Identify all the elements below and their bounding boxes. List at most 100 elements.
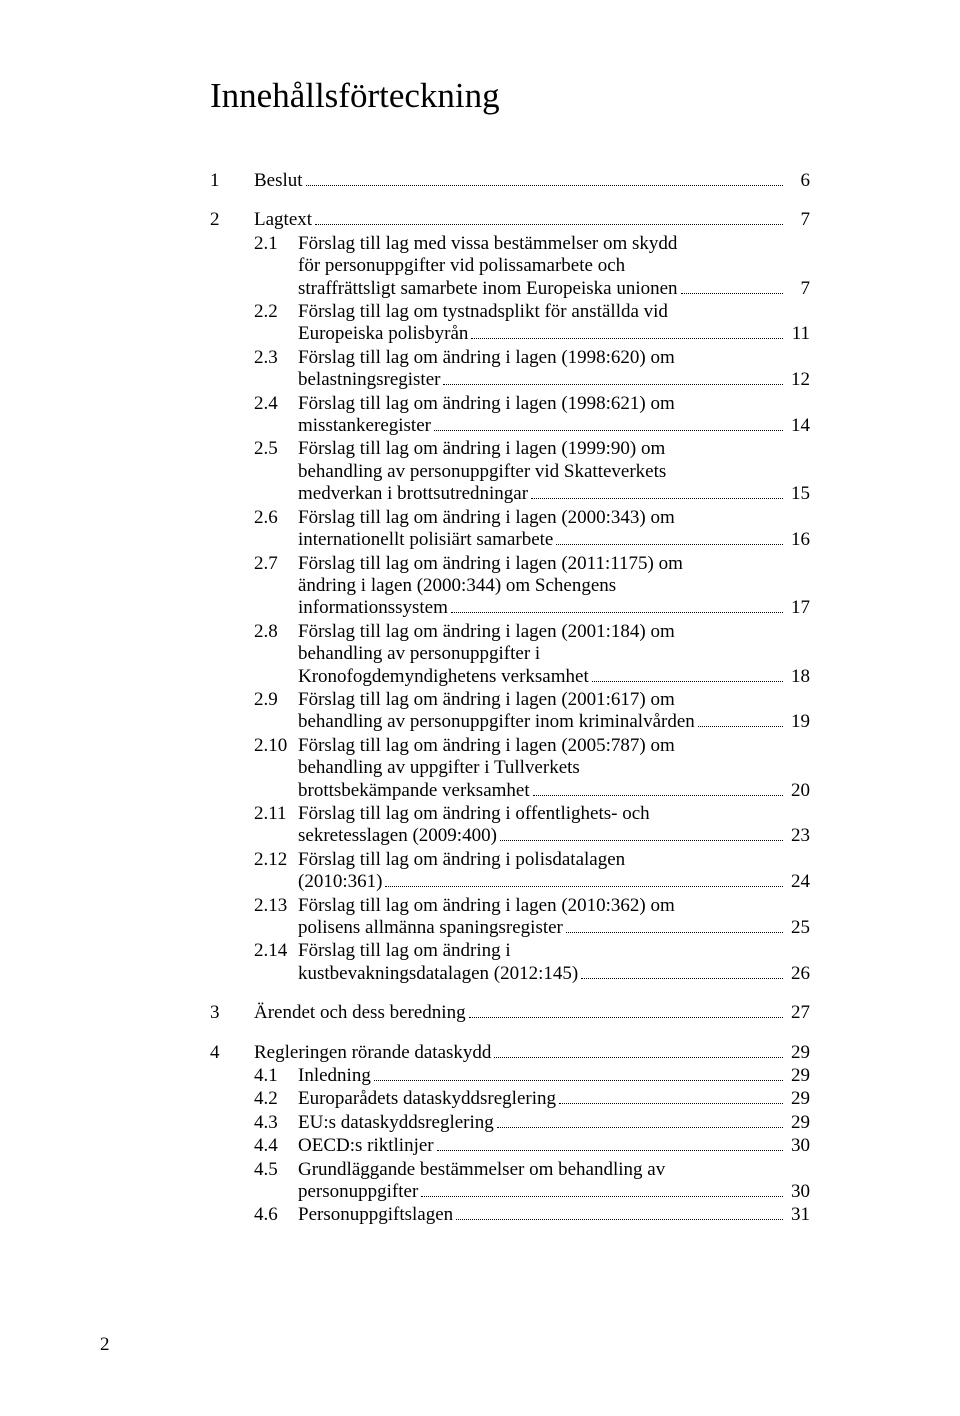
toc-entry-page: 27 (786, 1002, 810, 1024)
toc-entry-number: 2.11 (254, 803, 298, 825)
document-page: Innehållsförteckning 1Beslut62Lagtext72.… (0, 0, 960, 1416)
toc-entry: 2.12Förslag till lag om ändring i polisd… (210, 849, 810, 894)
toc-leader (434, 430, 783, 431)
toc-entry-page: 25 (786, 917, 810, 939)
toc-entry-number: 2.13 (254, 895, 298, 917)
toc-entry-number: 2.10 (254, 735, 298, 757)
toc-entry-label: internationellt polisiärt samarbete (298, 529, 553, 551)
toc-entry-page: 31 (786, 1204, 810, 1226)
footer-page-number: 2 (100, 1334, 110, 1356)
toc-leader (469, 1017, 783, 1018)
toc-leader (374, 1080, 783, 1081)
toc-entry-number: 4 (210, 1042, 254, 1064)
toc-entry: 2.5Förslag till lag om ändring i lagen (… (210, 438, 810, 505)
toc-leader (556, 544, 783, 545)
toc-entry-page: 16 (786, 529, 810, 551)
toc-entry-page: 18 (786, 666, 810, 688)
toc-entry-number: 2.2 (254, 301, 298, 323)
toc-entry-number: 4.4 (254, 1135, 298, 1157)
toc-entry-page: 29 (786, 1112, 810, 1134)
toc-entry-label: informationssystem (298, 597, 448, 619)
toc-leader (421, 1196, 783, 1197)
toc-leader (592, 681, 783, 682)
toc-entry-label: brottsbekämpande verksamhet (298, 780, 530, 802)
toc-leader (456, 1219, 783, 1220)
toc-entry-label: misstankeregister (298, 415, 431, 437)
toc-leader (385, 886, 783, 887)
toc-leader (531, 498, 783, 499)
toc-entry-number: 1 (210, 170, 254, 192)
toc-entry: 2.8Förslag till lag om ändring i lagen (… (210, 621, 810, 688)
toc-leader (533, 795, 783, 796)
toc-leader (437, 1150, 783, 1151)
toc-entry-label: Kronofogdemyndighetens verksamhet (298, 666, 589, 688)
toc-entry-label: ändring i lagen (2000:344) om Schengens (298, 575, 810, 597)
toc-entry: 4.2Europarådets dataskyddsreglering29 (210, 1088, 810, 1110)
toc-entry-label: behandling av personuppgifter inom krimi… (298, 711, 695, 733)
toc-entry-number: 2.7 (254, 553, 298, 575)
toc-entry-label: Personuppgiftslagen (298, 1204, 453, 1226)
toc-entry-page: 24 (786, 871, 810, 893)
toc-entry-number: 2.14 (254, 940, 298, 962)
toc-entry-page: 23 (786, 825, 810, 847)
toc-entry-page: 15 (786, 483, 810, 505)
toc-entry-label: behandling av uppgifter i Tullverkets (298, 757, 810, 779)
toc-entry-number: 4.6 (254, 1204, 298, 1226)
toc-entry-label: Förslag till lag om ändring i lagen (200… (298, 621, 810, 643)
toc-entry-page: 30 (786, 1135, 810, 1157)
toc-entry: 2.14Förslag till lag om ändring ikustbev… (210, 940, 810, 985)
toc-entry-label: Förslag till lag om ändring i lagen (200… (298, 735, 810, 757)
toc-entry-page: 29 (786, 1088, 810, 1110)
toc-entry-page: 29 (786, 1065, 810, 1087)
toc-entry: 4.5Grundläggande bestämmelser om behandl… (210, 1159, 810, 1204)
toc-leader (497, 1127, 783, 1128)
toc-entry-label: Inledning (298, 1065, 371, 1087)
toc-entry-label: Förslag till lag om ändring i lagen (201… (298, 553, 810, 575)
toc-entry: 2.9Förslag till lag om ändring i lagen (… (210, 689, 810, 734)
toc-entry-label: Förslag till lag om tystnadsplikt för an… (298, 301, 810, 323)
toc-entry-label: OECD:s riktlinjer (298, 1135, 434, 1157)
toc-entry: 2Lagtext7 (210, 209, 810, 231)
toc-leader (581, 978, 783, 979)
toc-entry-label: Förslag till lag om ändring i (298, 940, 810, 962)
toc-entry-label: behandling av personuppgifter vid Skatte… (298, 461, 810, 483)
toc-leader (494, 1057, 783, 1058)
toc-entry: 4.1Inledning 29 (210, 1065, 810, 1087)
toc-entry-number: 4.1 (254, 1065, 298, 1087)
toc-entry-page: 12 (786, 369, 810, 391)
toc-entry-label: Förslag till lag med vissa bestämmelser … (298, 233, 810, 255)
toc-entry: 2.4Förslag till lag om ändring i lagen (… (210, 393, 810, 438)
toc-entry: 4.4OECD:s riktlinjer 30 (210, 1135, 810, 1157)
toc-entry-number: 2.9 (254, 689, 298, 711)
toc-entry-label: Förslag till lag om ändring i lagen (200… (298, 507, 810, 529)
toc-entry-number: 2 (210, 209, 254, 231)
toc-entry-label: Beslut (254, 170, 303, 192)
toc-entry-label: personuppgifter (298, 1181, 418, 1203)
toc-entry-page: 17 (786, 597, 810, 619)
toc-entry: 2.11Förslag till lag om ändring i offent… (210, 803, 810, 848)
toc-entry-number: 4.3 (254, 1112, 298, 1134)
toc-entry: 4.3EU:s dataskyddsreglering29 (210, 1112, 810, 1134)
toc-entry-page: 7 (786, 209, 810, 231)
toc-leader (443, 384, 783, 385)
toc-entry-number: 2.3 (254, 347, 298, 369)
toc-entry-label: straffrättsligt samarbete inom Europeisk… (298, 278, 678, 300)
toc-entry-label: (2010:361) (298, 871, 382, 893)
toc-entry-label: Förslag till lag om ändring i offentligh… (298, 803, 810, 825)
toc-entry-label: Förslag till lag om ändring i polisdatal… (298, 849, 810, 871)
toc-entry-page: 19 (786, 711, 810, 733)
toc-entry: 2.6Förslag till lag om ändring i lagen (… (210, 507, 810, 552)
toc-entry-label: för personuppgifter vid polissamarbete o… (298, 255, 810, 277)
toc-leader (698, 726, 783, 727)
toc-entry-label: Förslag till lag om ändring i lagen (199… (298, 347, 810, 369)
toc-entry: 1Beslut6 (210, 170, 810, 192)
toc-entry-number: 2.6 (254, 507, 298, 529)
toc-entry-number: 2.5 (254, 438, 298, 460)
toc-entry-number: 4.5 (254, 1159, 298, 1181)
toc-entry: 4Regleringen rörande dataskydd29 (210, 1042, 810, 1064)
table-of-contents: 1Beslut62Lagtext72.1Förslag till lag med… (210, 170, 810, 1227)
toc-entry-label: polisens allmänna spaningsregister (298, 917, 563, 939)
toc-entry: 2.13Förslag till lag om ändring i lagen … (210, 895, 810, 940)
toc-leader (471, 338, 783, 339)
toc-entry-label: kustbevakningsdatalagen (2012:145) (298, 963, 578, 985)
